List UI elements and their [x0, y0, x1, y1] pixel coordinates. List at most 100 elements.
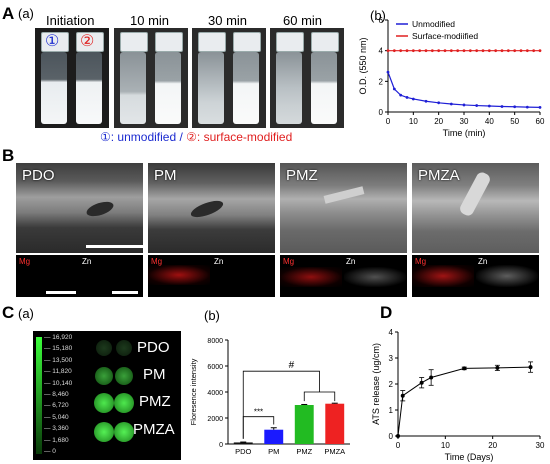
data-point	[405, 96, 409, 99]
data-point	[513, 49, 517, 53]
x-tick-label: PM	[268, 447, 279, 456]
data-point	[475, 49, 479, 53]
vial-photo-initiation: ① ②	[35, 28, 109, 128]
scale-bar-map-2	[112, 291, 138, 294]
plate-row-label-pdo: PDO	[137, 339, 170, 356]
colorbar	[36, 337, 42, 454]
x-tick-label: PMZ	[296, 447, 312, 456]
data-point	[513, 105, 517, 109]
vial-photo-10min	[114, 28, 188, 128]
y-tick-label: 6000	[207, 364, 223, 371]
map-label-zn: Zn	[82, 257, 92, 266]
x-tick-label: 20	[434, 117, 443, 126]
data-point	[468, 49, 472, 53]
colorbar-tick-label: — 1,680	[44, 436, 69, 444]
legend-label: Unmodified	[412, 19, 455, 29]
chart-od-vs-time: 0 10 20 30 40 50 60 0 2 4 6 Time (min) O.D. (550 nm)…	[358, 16, 545, 138]
time-title-60min: 60 min	[283, 13, 323, 28]
map-label-zn: Zn	[346, 257, 356, 266]
x-tick-label: 10	[409, 117, 418, 126]
x-tick-label: 30	[460, 117, 469, 126]
time-title-10min: 10 min	[130, 13, 170, 28]
colorbar-tick-label: — 15,180	[44, 345, 73, 353]
y-tick-label: 6	[379, 16, 384, 25]
sem-image-pm: PM	[148, 163, 275, 253]
data-point	[506, 49, 510, 53]
significance-label: ***	[254, 408, 263, 417]
y-axis-title: O.D. (550 nm)	[358, 37, 368, 94]
data-point	[399, 49, 403, 53]
data-point	[500, 49, 504, 53]
colorbar-tick-label: — 0	[44, 448, 56, 455]
colorbar-tick-label: — 10,140	[44, 379, 73, 387]
sem-image-pdo: PDO	[16, 163, 143, 253]
y-tick-label: 1	[389, 406, 394, 415]
well-pdo-1	[96, 340, 112, 356]
x-tick-label: 10	[441, 441, 450, 450]
colorbar-tick-label: — 3,360	[44, 425, 69, 433]
data-point	[399, 93, 403, 97]
data-point	[400, 393, 405, 398]
eds-map-pm: Mg Zn	[148, 255, 275, 297]
y-tick-label: 2000	[207, 416, 223, 423]
panel-a-sub-a: (a)	[18, 6, 34, 21]
chart-fluorescence-bars: 0 2000 4000 6000 8000 Floresence intensity PDO…	[189, 338, 350, 456]
x-tick-label: 0	[396, 441, 401, 450]
sem-image-pmza: PMZA	[412, 163, 539, 253]
data-point	[392, 49, 396, 53]
legend-mark-2: ②	[186, 130, 197, 144]
data-point	[519, 49, 523, 53]
x-tick-label: 40	[485, 117, 494, 126]
data-point	[405, 49, 409, 53]
map-label-mg: Mg	[19, 257, 31, 266]
y-tick-label: 0	[219, 442, 223, 449]
scale-bar-map-1	[46, 291, 76, 294]
plate-row-label-pm: PM	[143, 366, 166, 383]
well-pmz-1	[94, 393, 114, 413]
bar	[264, 429, 284, 444]
well-pm-2	[115, 367, 133, 385]
data-point	[396, 434, 400, 438]
vial-mark-2: ②	[80, 33, 95, 50]
panel-c-sub-b: (b)	[204, 308, 220, 323]
colorbar-tick-label: — 11,820	[44, 368, 72, 376]
well-pmz-2	[114, 393, 134, 413]
data-point	[525, 49, 529, 53]
colorbar-tick-label: — 13,500	[44, 356, 73, 364]
data-point	[449, 49, 453, 53]
series-line-0	[387, 71, 541, 108]
sem-label-pm: PM	[154, 167, 177, 184]
data-point	[424, 49, 428, 53]
y-axis-title: ATS release (ug/cm)	[371, 343, 381, 425]
data-point	[481, 49, 485, 53]
panel-label-d: D	[380, 303, 393, 322]
vial-photo-60min	[270, 28, 344, 128]
data-point	[443, 49, 447, 53]
colorbar-tick-label: — 16,920	[44, 334, 73, 341]
map-label-mg: Mg	[415, 257, 427, 266]
eds-map-pmz: Mg Zn	[280, 255, 407, 297]
y-tick-label: 0	[389, 432, 394, 441]
data-point	[494, 49, 498, 53]
map-label-mg: Mg	[283, 257, 295, 266]
panel-label-c: C	[2, 303, 15, 322]
sem-defect	[84, 198, 116, 220]
y-tick-label: 2	[379, 77, 384, 86]
x-tick-label: 30	[536, 441, 545, 450]
data-point	[487, 49, 491, 53]
fluorescence-plate: — 16,920 — 15,180 — 13,500 — 11,820 — 10,140…	[33, 331, 181, 460]
data-point	[462, 49, 466, 53]
scale-bar-sem	[86, 245, 143, 248]
sem-defect	[323, 186, 365, 204]
sem-defect	[188, 197, 226, 221]
colorbar-tick-label: — 6,720	[44, 402, 69, 410]
y-tick-label: 3	[389, 354, 394, 363]
x-tick-label: 0	[386, 117, 391, 126]
data-point	[429, 375, 434, 380]
y-tick-label: 4	[379, 47, 384, 56]
x-tick-label: 60	[536, 117, 545, 126]
x-tick-label: PMZA	[324, 447, 345, 456]
colorbar-tick-label: — 5,040	[44, 413, 69, 421]
eds-map-pmza: Mg Zn	[412, 255, 539, 297]
group-bracket	[303, 391, 336, 402]
